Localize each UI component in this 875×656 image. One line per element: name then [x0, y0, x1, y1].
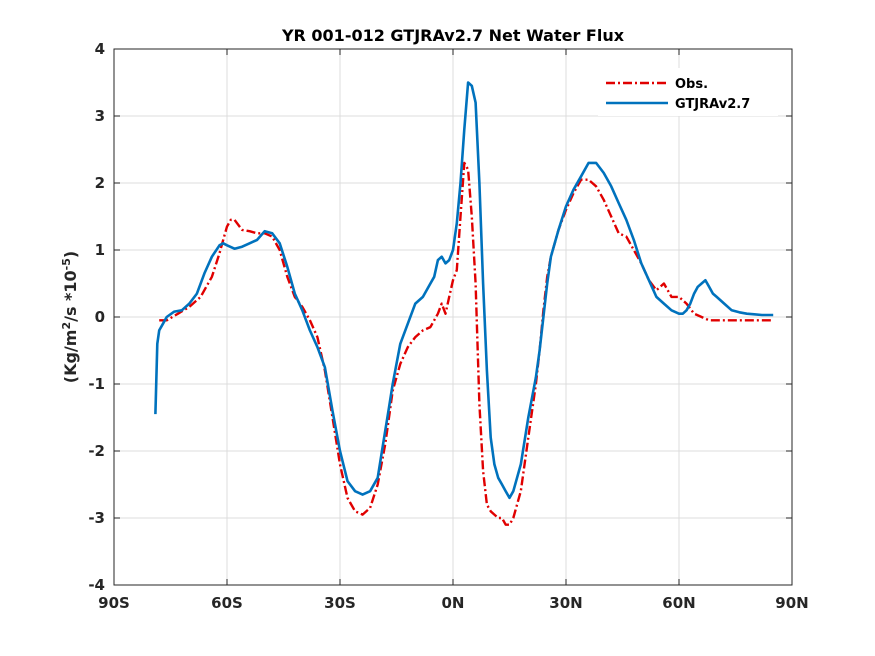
y-axis-label-middle: /s *10 — [61, 270, 80, 322]
y-tick-label: 3 — [95, 107, 105, 125]
y-tick-label: 1 — [95, 241, 105, 259]
y-tick-label: -1 — [88, 375, 105, 393]
y-axis-label-prefix: (Kg/m — [61, 330, 80, 384]
x-tick-label: 60S — [211, 594, 243, 612]
grid — [114, 49, 792, 585]
x-tick-label: 30S — [324, 594, 356, 612]
y-axis-label-sup2: -5 — [60, 258, 73, 270]
y-tick-label: 2 — [95, 174, 105, 192]
legend-label-gtjra: GTJRAv2.7 — [675, 97, 750, 112]
x-tick-label: 0N — [442, 594, 465, 612]
legend-box — [598, 68, 778, 116]
y-tick-label: -3 — [88, 509, 105, 527]
chart-title: YR 001-012 GTJRAv2.7 Net Water Flux — [281, 26, 625, 45]
y-tick-label: -2 — [88, 442, 105, 460]
y-axis-label: (Kg/m2/s *10-5) — [60, 251, 81, 383]
series-line-gtjra — [154, 81, 774, 500]
y-tick-label: 0 — [95, 308, 105, 326]
legend: Obs. GTJRAv2.7 — [598, 68, 778, 116]
series-lines — [154, 81, 774, 526]
y-tick-label: -4 — [88, 576, 105, 594]
y-axis-label-suffix: ) — [61, 251, 80, 258]
x-tick-label: 90S — [98, 594, 130, 612]
x-tick-label: 90N — [775, 594, 808, 612]
x-tick-label: 30N — [549, 594, 582, 612]
x-tick-label: 60N — [662, 594, 695, 612]
y-tick-label: 4 — [95, 40, 105, 58]
legend-label-obs: Obs. — [675, 77, 708, 92]
y-axis-label-sup1: 2 — [60, 322, 73, 330]
series-line-obs — [159, 161, 774, 526]
axis-ticks: 90S 60S 30S 0N 30N 60N 90N -4 -3 -2 -1 0 1 2 3 4 — [88, 40, 808, 612]
